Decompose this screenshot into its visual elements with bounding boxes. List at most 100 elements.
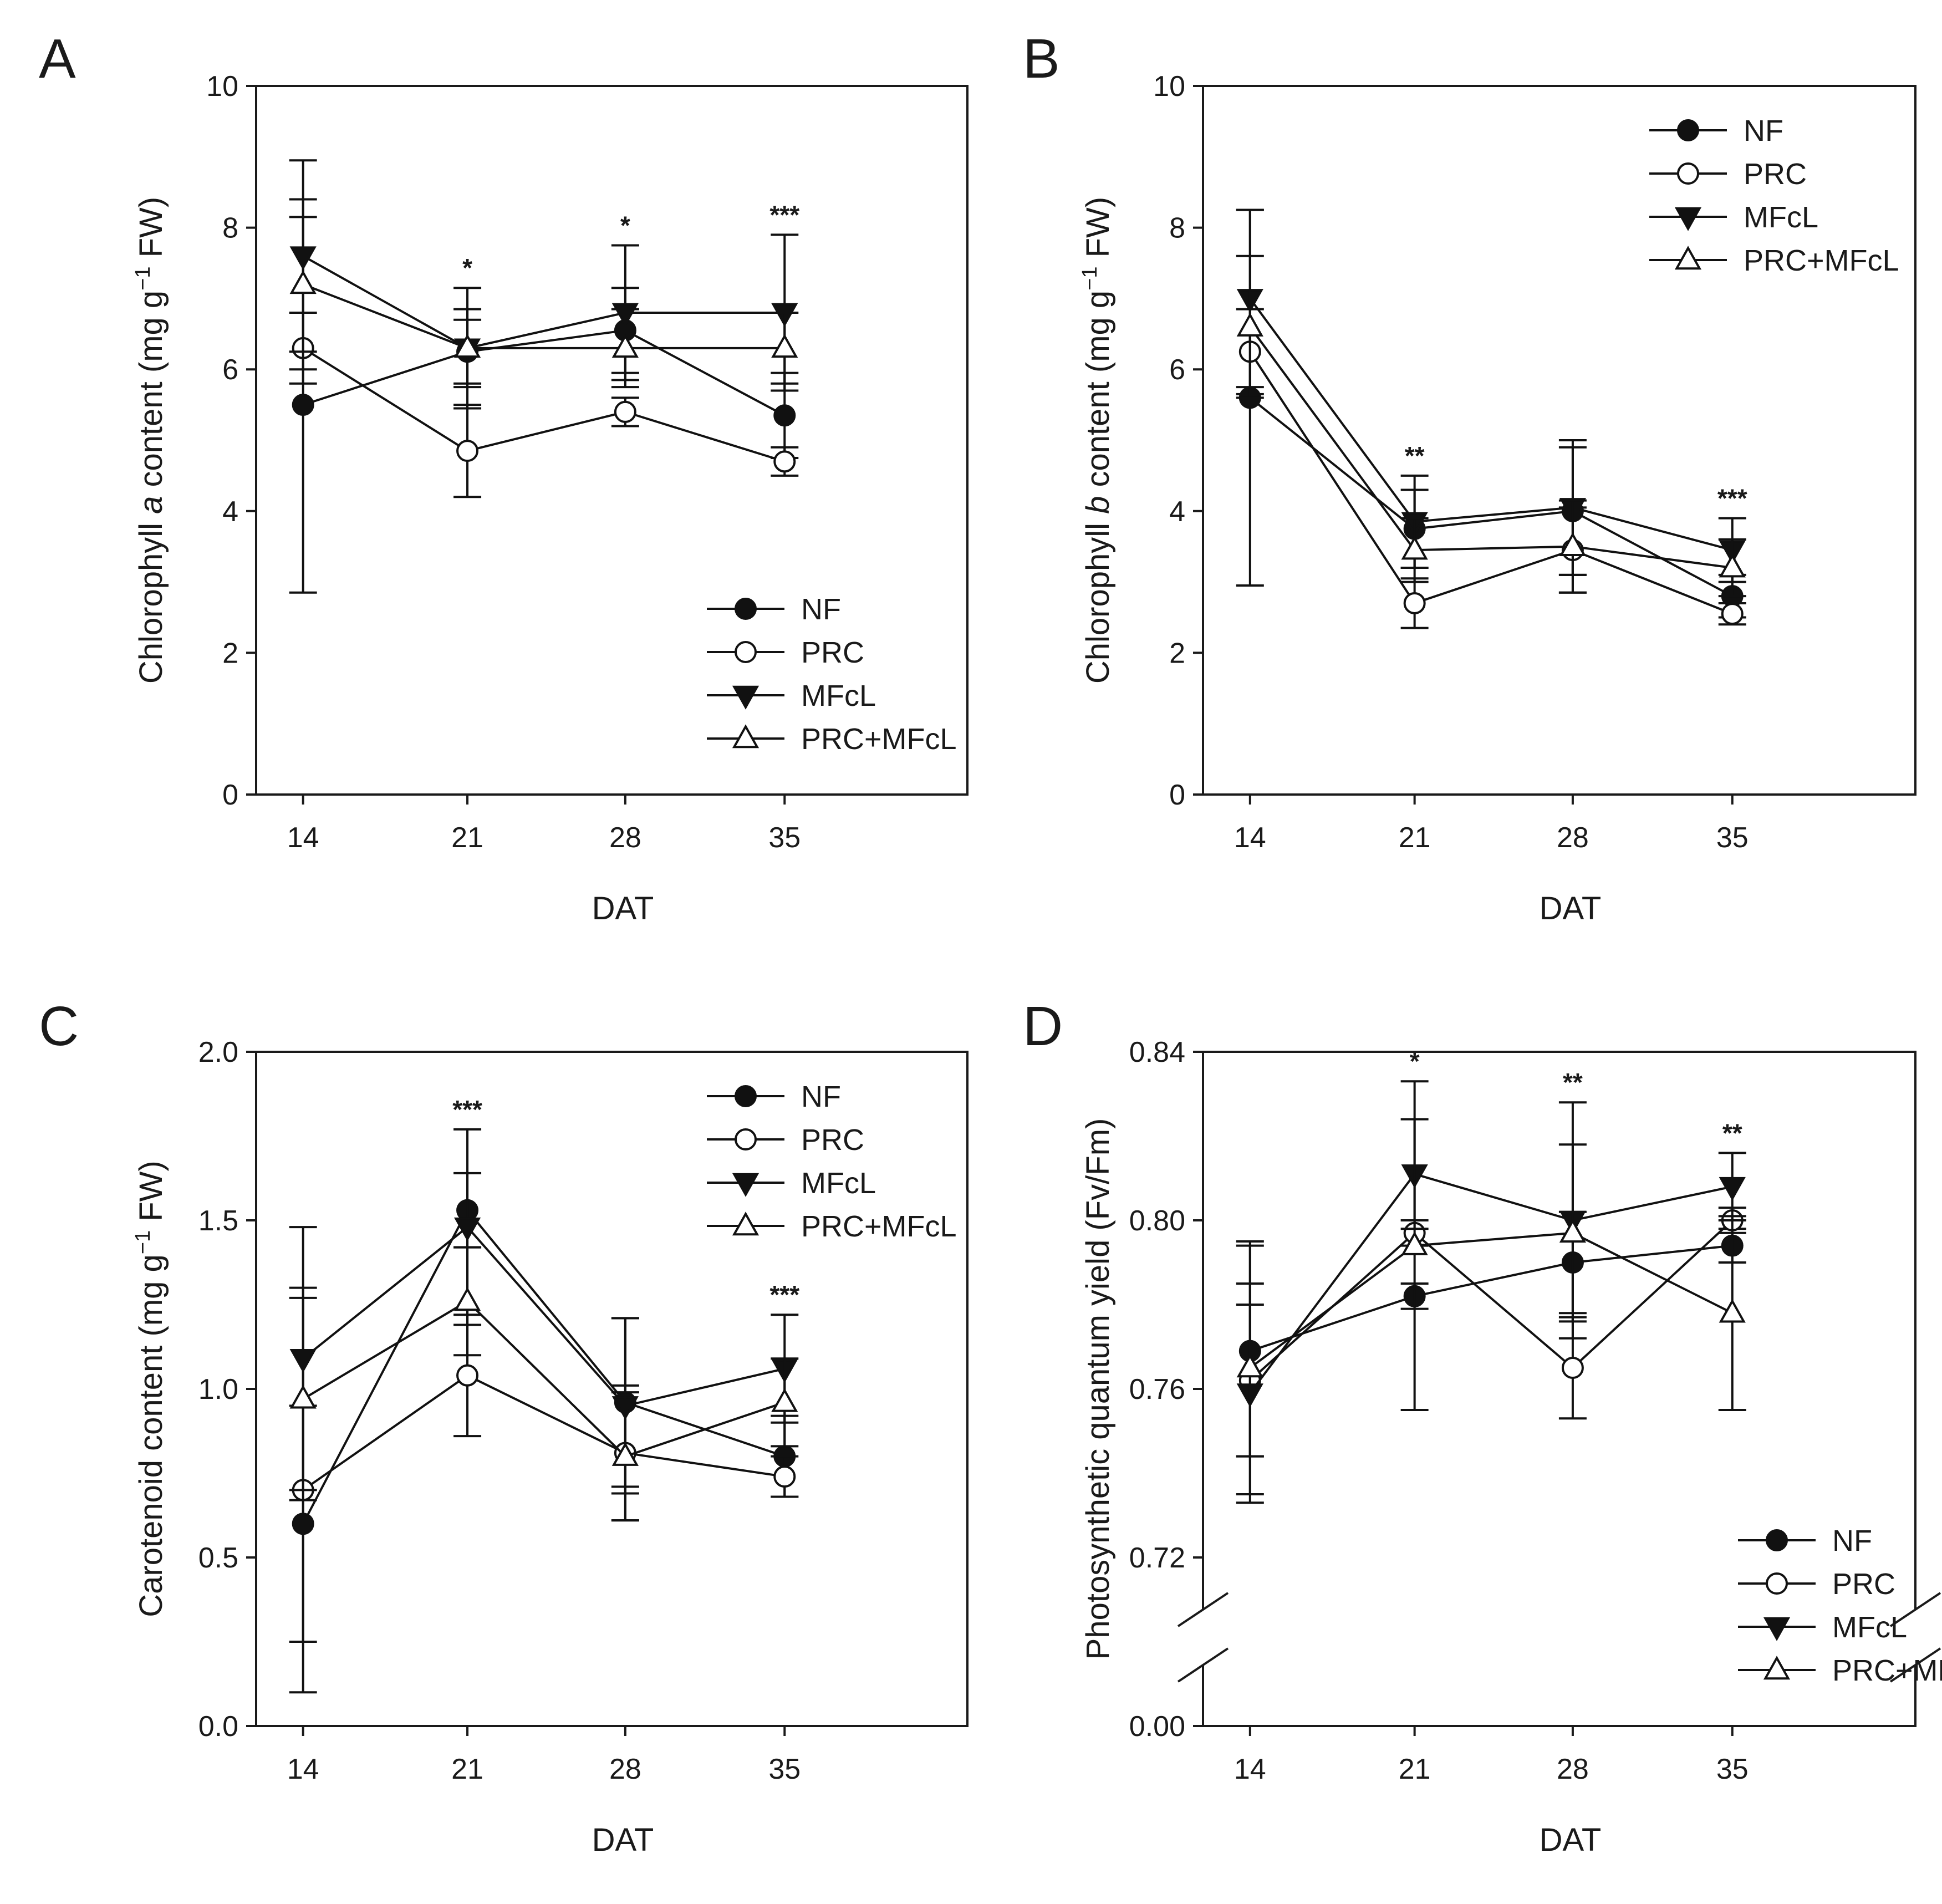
x-axis-label: DAT — [592, 1822, 654, 1858]
legend-marker — [1766, 1529, 1788, 1551]
data-point — [456, 1364, 479, 1387]
plot-frame — [1202, 85, 1916, 796]
y-tick-label: 0.5 — [198, 1542, 238, 1574]
y-label-part: content (mg g — [133, 291, 169, 496]
panel-letter: B — [1023, 28, 1060, 90]
y-label-part: Carotenoid content (mg g — [133, 1254, 169, 1617]
data-point — [1561, 1357, 1584, 1379]
significance-label: *** — [1717, 484, 1747, 513]
y-label-part: Chlorophyll — [133, 514, 169, 684]
series-line — [1249, 1173, 1733, 1394]
data-point — [773, 1465, 796, 1488]
y-tick-label: 2 — [222, 637, 238, 669]
significance-label: *** — [452, 1095, 482, 1124]
data-point — [1401, 1231, 1428, 1255]
y-tick-label: 0.72 — [1129, 1542, 1185, 1574]
chart-panel-d: D 0.00 0.72 0.76 0.80 0.84 14 21 28 35 DAT Photosyn… — [1023, 995, 1942, 1858]
panel-letter: D — [1023, 995, 1063, 1057]
x-tick-label: 35 — [768, 1753, 801, 1785]
y-tick-label: 0.80 — [1129, 1205, 1185, 1237]
legend-marker — [1763, 1656, 1791, 1680]
y-tick-label: 2.0 — [198, 1036, 238, 1068]
series-line — [1249, 298, 1733, 552]
data-point — [292, 394, 314, 416]
significance-label: *** — [769, 200, 799, 229]
plot-frame-lower — [1202, 1665, 1916, 1727]
series-prc-mfcl — [1236, 1080, 1746, 1495]
data-point — [611, 1442, 639, 1466]
legend-marker — [735, 1085, 757, 1107]
y-tick-label: 0.84 — [1129, 1036, 1185, 1068]
chart-panel-b: B 0 2 4 6 8 10 14 21 28 35 DAT Chlorophyll b content… — [1023, 28, 1916, 926]
y-tick-label: 0 — [1169, 779, 1185, 811]
x-tick-label: 21 — [451, 822, 483, 854]
series-line — [302, 347, 785, 463]
data-point — [453, 334, 481, 358]
x-tick-label: 28 — [1557, 822, 1589, 854]
legend-marker — [735, 598, 757, 620]
legend-label: NF — [801, 593, 841, 626]
x-axis-label: DAT — [1540, 890, 1602, 926]
data-point — [1719, 1299, 1746, 1323]
y-label-part: Chlorophyll — [1080, 514, 1116, 684]
y-tick-label: 4 — [1169, 496, 1185, 528]
legend-label: MFcL — [1832, 1611, 1907, 1644]
legend-label: PRC — [801, 1123, 864, 1157]
y-axis-label: Photosynthetic quantum yield (Fv/Fm) — [1080, 1118, 1116, 1660]
data-point — [289, 1384, 317, 1409]
y-tick-label: 4 — [222, 496, 238, 528]
axis-break-mark — [1177, 1647, 1229, 1683]
legend-label: PRC+MFcL — [801, 722, 957, 756]
y-label-superscript: −1 — [1078, 267, 1102, 291]
y-tick-label: 6 — [1169, 354, 1185, 386]
data-point — [771, 1388, 798, 1412]
series-prc-mfcl — [1236, 254, 1746, 598]
y-tick-label: 1.0 — [198, 1373, 238, 1406]
x-axis-label: DAT — [1540, 1822, 1602, 1858]
y-label-superscript: −1 — [131, 267, 155, 291]
data-point — [614, 400, 636, 423]
y-label-italic: b — [1080, 496, 1116, 514]
data-point — [1559, 532, 1587, 556]
legend-marker — [1766, 1572, 1788, 1595]
y-tick-label: 8 — [1169, 212, 1185, 245]
legend-label: PRC+MFcL — [801, 1210, 957, 1243]
data-point — [453, 1287, 481, 1311]
legend-marker — [1677, 162, 1699, 185]
legend-marker — [1763, 1617, 1791, 1641]
chart-panel-a: A 0 2 4 6 8 10 14 21 28 35 DAT Chlorophyll a content… — [39, 28, 969, 926]
y-tick-label: 0.00 — [1129, 1710, 1185, 1743]
axis-break-mark — [1177, 1592, 1229, 1627]
y-label-italic: a — [133, 496, 169, 514]
y-tick-label: 1.5 — [198, 1205, 238, 1237]
data-point — [611, 334, 639, 358]
axis-break-mark — [1889, 1592, 1941, 1627]
series-line — [1249, 326, 1733, 569]
legend: NF PRC MFcL PRC+MFcL — [1649, 114, 1899, 277]
y-axis-label: Carotenoid content (mg g−1 FW) — [131, 1160, 169, 1617]
data-point — [1719, 1177, 1746, 1201]
significance-label: *** — [769, 1280, 799, 1309]
panel-letter: C — [39, 995, 79, 1057]
series-line — [303, 329, 786, 417]
x-tick-label: 14 — [1234, 822, 1266, 854]
y-label-part: Photosynthetic quantum yield (Fv/Fm) — [1080, 1118, 1116, 1660]
legend-marker — [1677, 119, 1699, 141]
legend-marker — [735, 1128, 757, 1150]
series-line — [302, 1374, 785, 1491]
panel-letter: A — [39, 28, 76, 90]
legend-marker — [1674, 246, 1702, 270]
data-point — [773, 404, 796, 427]
data-point — [1721, 603, 1744, 625]
series-line — [1249, 396, 1733, 597]
legend-label: NF — [801, 1080, 841, 1113]
y-tick-label: 0 — [222, 779, 238, 811]
series-line — [1250, 1244, 1732, 1352]
legend-label: PRC — [1744, 157, 1807, 191]
x-tick-label: 35 — [1716, 822, 1749, 854]
legend-label: PRC — [801, 636, 864, 669]
legend-label: PRC — [1832, 1567, 1895, 1601]
significance-label: * — [620, 211, 630, 240]
legend: NF PRC MFcL PRC+MFcL — [1738, 1524, 1942, 1687]
